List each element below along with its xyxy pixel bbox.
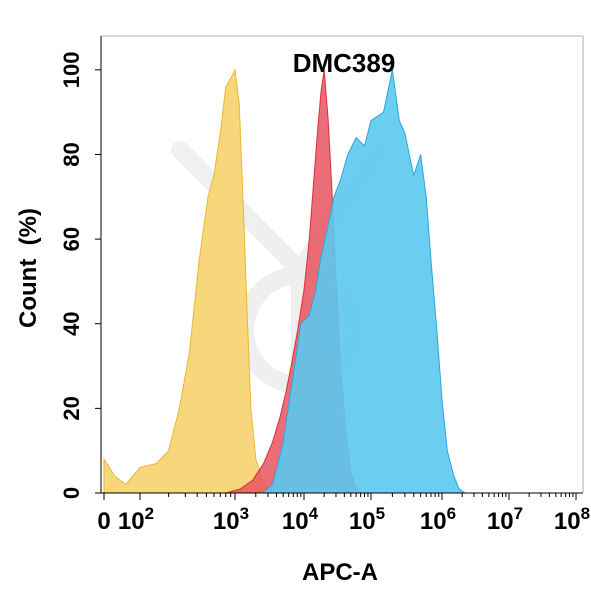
x-tick-label: 0 (97, 508, 110, 535)
y-tick-label: 0 (59, 487, 84, 499)
x-axis-title: APC-A (302, 559, 378, 586)
y-axis-title: Count (%) (15, 208, 42, 328)
y-tick-label: 80 (59, 142, 84, 166)
y-ticks: 0 20 40 60 80 100 (59, 51, 101, 499)
y-tick-label: 100 (59, 51, 84, 88)
chart-title: DMC389 (293, 48, 396, 78)
x-ticks: 0 102 103 104 105 106 107 108 (97, 493, 590, 535)
x-tick-label: 103 (213, 504, 249, 535)
x-tick-label: 106 (420, 504, 456, 535)
y-tick-label: 60 (59, 227, 84, 251)
x-tick-label: 105 (349, 504, 385, 535)
histogram-series-3 (261, 69, 467, 494)
x-tick-label: 102 (118, 504, 154, 535)
x-tick-label: 107 (487, 504, 523, 535)
histogram-series-1 (103, 68, 274, 494)
y-tick-label: 20 (59, 396, 84, 420)
histogram-series-layer (103, 68, 467, 494)
y-tick-label: 40 (59, 311, 84, 335)
x-tick-label: 108 (554, 504, 590, 535)
x-tick-label: 104 (282, 504, 319, 535)
